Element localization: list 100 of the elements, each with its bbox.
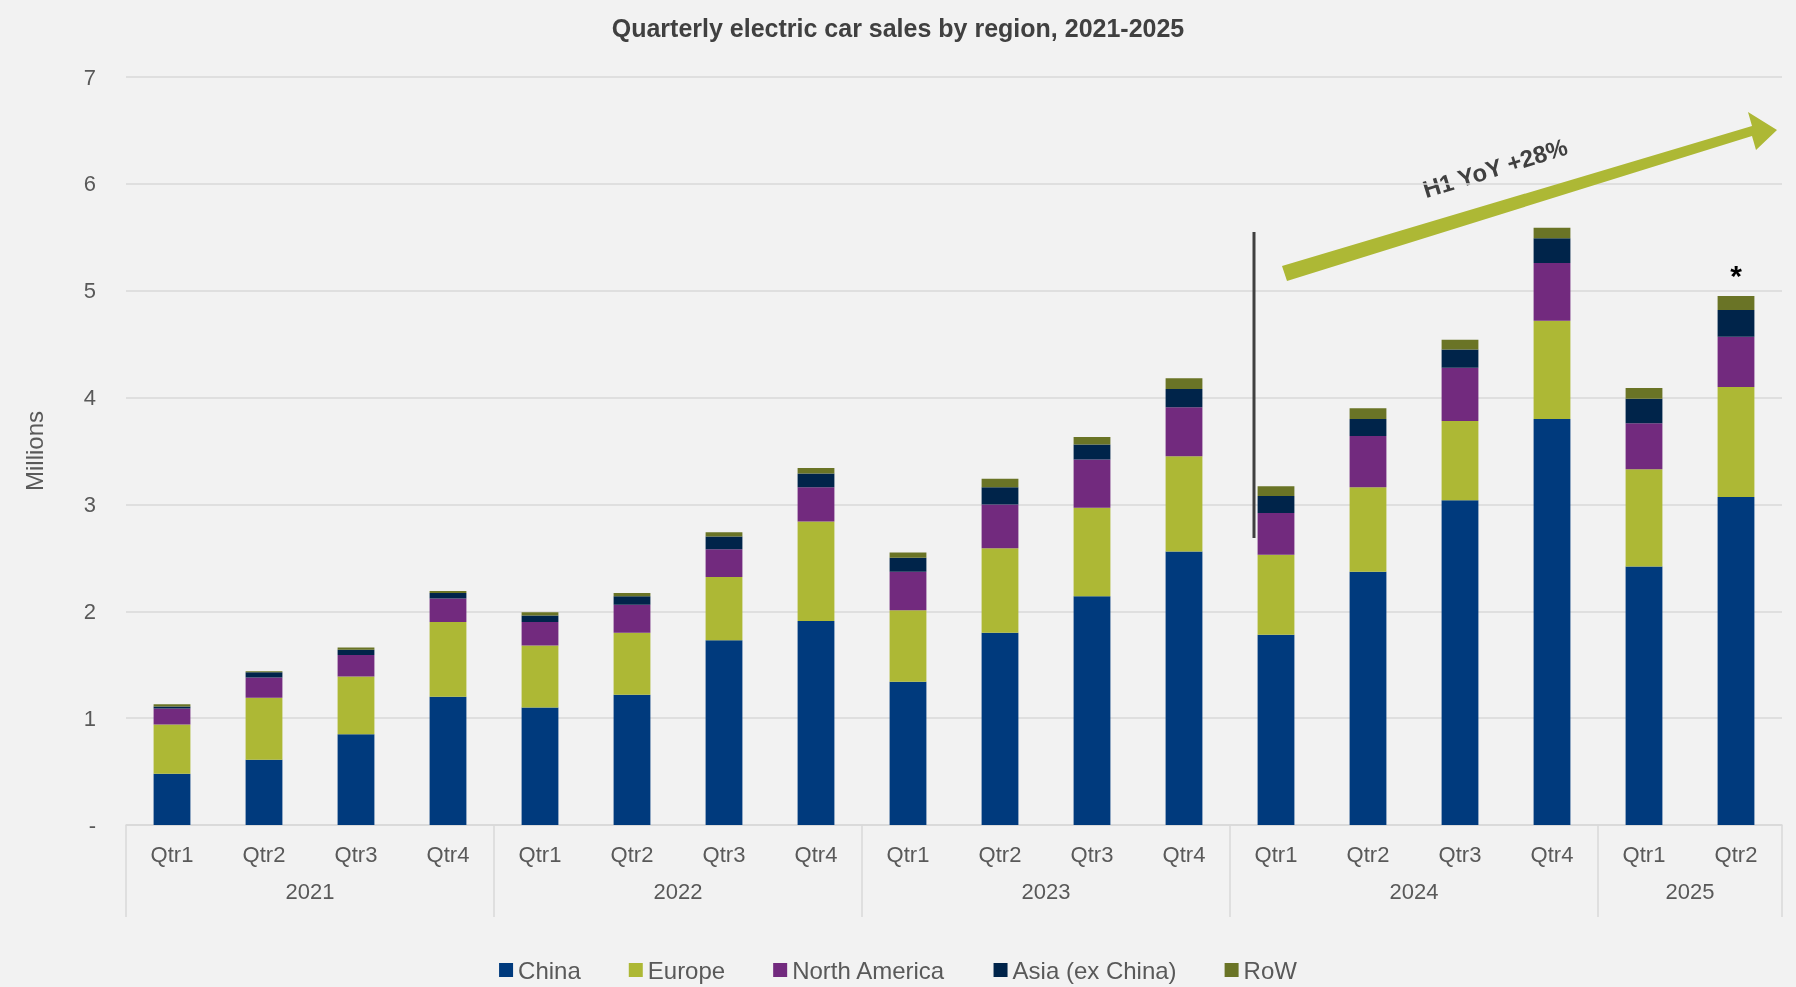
x-tick-label: Qtr2: [610, 841, 654, 867]
bar: [797, 620, 835, 825]
bar: [337, 676, 375, 735]
bar: [705, 532, 743, 537]
bar: [337, 649, 375, 656]
text: 2025: [1665, 878, 1715, 904]
text: 2023: [1021, 878, 1071, 904]
bar: [1073, 444, 1111, 460]
bar: [429, 593, 467, 599]
y-axis-title: Millions: [20, 410, 48, 492]
bar: [981, 487, 1019, 505]
bar: [1717, 309, 1755, 337]
bar: [1533, 418, 1571, 825]
x-tick-label: Qtr2: [1346, 841, 1390, 867]
y-tick-label: 6: [83, 171, 96, 197]
bar: [1165, 389, 1203, 408]
bar: [1165, 551, 1203, 825]
bar: [889, 557, 927, 572]
bar: [1257, 634, 1295, 825]
legend-label: North America: [792, 956, 945, 984]
bar: [337, 647, 375, 650]
bar: [981, 504, 1019, 549]
bar: [1441, 500, 1479, 825]
bar: [1257, 512, 1295, 555]
x-tick-label: Qtr4: [426, 841, 470, 867]
bar: [1349, 408, 1387, 419]
bar: [521, 621, 559, 646]
bar: [1165, 407, 1203, 457]
text: 2022: [653, 878, 703, 904]
bar: [521, 707, 559, 825]
bar: [797, 473, 835, 488]
bar: [1533, 320, 1571, 419]
annotation: H1 YoY +28%: [1419, 132, 1571, 204]
bar: [797, 487, 835, 522]
bar: [613, 694, 651, 825]
bar: [613, 596, 651, 605]
bar: [521, 612, 559, 616]
bar: [245, 697, 283, 760]
bar: [705, 536, 743, 550]
y-tick-label: 2: [83, 598, 96, 624]
bar: [153, 773, 191, 825]
bar: [1625, 469, 1663, 567]
bar: [797, 521, 835, 621]
bar: [1533, 238, 1571, 263]
bar: [1257, 486, 1295, 496]
y-tick-label: 7: [83, 64, 96, 90]
bar: [1717, 496, 1755, 825]
bar: [1073, 459, 1111, 508]
bar: [1349, 418, 1387, 437]
bar: [1073, 596, 1111, 825]
legend-label: China: [518, 956, 582, 984]
bar: [429, 621, 467, 697]
bar: [705, 577, 743, 641]
bar: [705, 640, 743, 825]
bar: [889, 571, 927, 611]
bar: [981, 632, 1019, 825]
bar: [429, 598, 467, 622]
bar: [1165, 378, 1203, 390]
y-tick-label: -: [88, 812, 96, 838]
bar: [1349, 487, 1387, 572]
bar: [1717, 336, 1755, 387]
bar: [1349, 436, 1387, 488]
annotation: *: [1730, 258, 1743, 292]
x-tick-label: Qtr4: [1530, 841, 1574, 867]
x-tick-label: Qtr1: [1622, 841, 1666, 867]
bar: [245, 677, 283, 698]
chart-title: Quarterly electric car sales by region, 2021-2025: [611, 13, 1185, 42]
bar: [613, 593, 651, 597]
y-tick-label: 1: [83, 705, 96, 731]
bar: [153, 724, 191, 774]
bar: [889, 552, 927, 558]
text: 2024: [1389, 878, 1439, 904]
bar: [1073, 437, 1111, 445]
legend-label: RoW: [1243, 956, 1298, 984]
x-tick-label: Qtr1: [150, 841, 194, 867]
bar: [429, 590, 467, 594]
y-tick-label: 5: [83, 278, 96, 304]
bar: [1625, 566, 1663, 825]
bar: [1717, 386, 1755, 497]
bar: [1441, 421, 1479, 501]
bar: [337, 734, 375, 825]
bar: [1165, 456, 1203, 552]
bar: [245, 759, 283, 825]
bar: [613, 632, 651, 695]
bar: [889, 681, 927, 825]
x-tick-label: Qtr2: [978, 841, 1022, 867]
bar: [981, 548, 1019, 633]
bar: [153, 708, 191, 725]
bar: [1441, 349, 1479, 368]
bar: [1441, 339, 1479, 350]
bar: [889, 610, 927, 682]
bar: [1533, 227, 1571, 239]
bar: [521, 615, 559, 622]
x-tick-label: Qtr1: [518, 841, 562, 867]
bar: [705, 549, 743, 578]
bar: [1257, 495, 1295, 513]
text: 2021: [285, 878, 335, 904]
x-tick-label: Qtr2: [1714, 841, 1758, 867]
x-tick-label: Qtr3: [334, 841, 378, 867]
bar: [1073, 507, 1111, 597]
